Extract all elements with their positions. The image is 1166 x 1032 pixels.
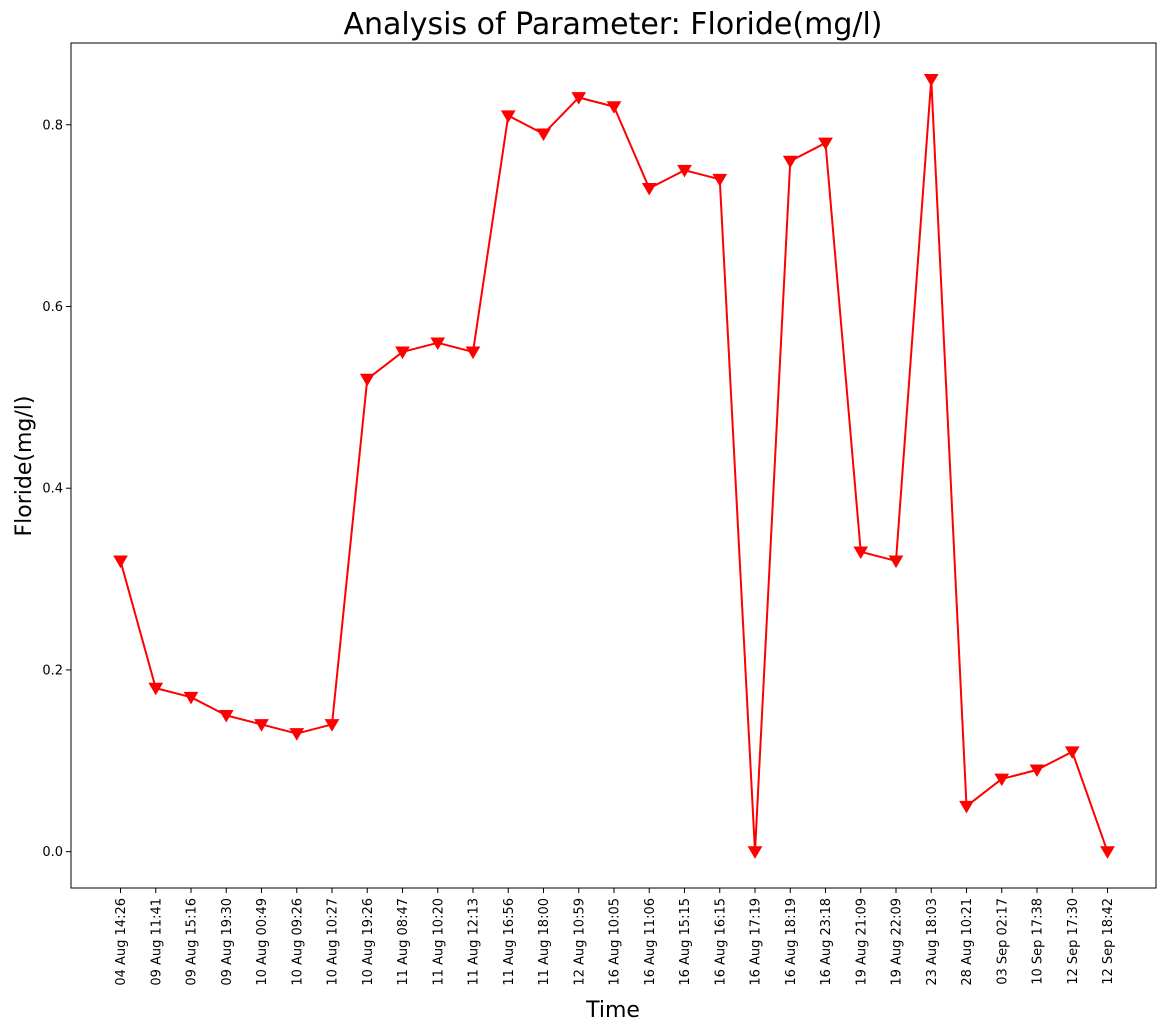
data-point-marker <box>923 73 939 87</box>
x-tick-label: 23 Aug 18:03 <box>925 898 940 986</box>
data-point-marker <box>606 101 622 114</box>
data-point-marker <box>148 682 164 696</box>
data-point-marker <box>324 719 340 732</box>
data-point-marker <box>677 164 692 178</box>
data-point-marker <box>254 719 269 732</box>
x-tick-label: 16 Aug 15:15 <box>678 898 693 986</box>
x-tick-label: 16 Aug 10:05 <box>608 898 623 986</box>
x-tick-label: 09 Aug 19:30 <box>220 898 235 986</box>
data-point-marker <box>818 137 833 151</box>
data-point-marker <box>853 546 869 559</box>
x-tick-label: 16 Aug 18:19 <box>784 898 799 986</box>
x-tick-label: 10 Sep 17:38 <box>1031 898 1046 985</box>
data-point-marker <box>430 337 446 350</box>
x-tick-label: 10 Aug 19:26 <box>361 898 376 986</box>
x-tick-label: 16 Aug 23:18 <box>819 898 834 986</box>
data-point-marker <box>571 92 587 105</box>
x-tick-label: 10 Aug 00:49 <box>255 898 270 986</box>
x-tick-label: 11 Aug 10:20 <box>431 898 446 986</box>
x-tick-label: 09 Aug 11:41 <box>149 898 164 986</box>
y-tick-label: 0.6 <box>42 300 63 315</box>
x-tick-label: 19 Aug 22:09 <box>890 898 905 986</box>
data-point-marker <box>183 691 199 705</box>
y-tick-label: 0.2 <box>42 663 63 678</box>
data-point-marker <box>959 800 974 814</box>
y-axis: 0.0 0.2 0.4 0.6 0.8 <box>42 118 71 860</box>
data-point-marker <box>500 110 516 123</box>
x-tick-label: 28 Aug 10:21 <box>960 898 975 986</box>
y-tick-label: 0.4 <box>42 482 63 497</box>
data-point-marker <box>218 709 234 723</box>
x-tick-label: 16 Aug 17:19 <box>749 898 764 986</box>
series-line <box>119 78 1109 853</box>
y-tick-label: 0.0 <box>42 845 63 860</box>
x-tick-label: 19 Aug 21:09 <box>854 898 869 986</box>
x-tick-label: 12 Sep 17:30 <box>1066 898 1081 985</box>
series <box>113 73 1115 859</box>
x-tick-label: 11 Aug 18:00 <box>537 898 552 986</box>
x-tick-label: 09 Aug 15:16 <box>185 898 200 986</box>
x-tick-label: 10 Aug 09:26 <box>290 898 305 986</box>
x-tick-label: 10 Aug 10:27 <box>326 898 341 986</box>
data-point-marker <box>465 346 481 360</box>
data-point-marker <box>888 555 904 569</box>
data-point-marker <box>536 128 551 142</box>
data-point-marker <box>641 183 657 196</box>
data-point-marker <box>1100 846 1115 859</box>
y-tick-label: 0.8 <box>42 118 63 133</box>
x-tick-label: 04 Aug 14:26 <box>114 898 129 986</box>
data-point-marker <box>1064 746 1080 759</box>
x-tick-label: 11 Aug 16:56 <box>502 898 517 986</box>
x-tick-label: 16 Aug 11:06 <box>643 898 658 986</box>
plot-area-frame <box>70 42 1157 889</box>
x-tick-label: 11 Aug 12:13 <box>467 898 482 986</box>
y-axis-label: Floride(mg/l) <box>12 396 37 537</box>
x-tick-label: 11 Aug 08:47 <box>396 898 411 986</box>
data-point-marker <box>712 173 728 187</box>
data-point-marker <box>747 846 763 859</box>
data-point-marker <box>289 728 305 741</box>
x-tick-label: 12 Aug 10:59 <box>572 898 587 986</box>
data-point-marker <box>1029 764 1045 778</box>
data-point-marker <box>782 155 798 169</box>
chart-title: Analysis of Parameter: Floride(mg/l) <box>343 7 882 42</box>
x-axis-label: Time <box>585 998 640 1023</box>
x-axis: 04 Aug 14:26 09 Aug 11:41 09 Aug 15:16 09 A… <box>114 888 1116 986</box>
data-point-marker <box>113 555 128 569</box>
data-point-marker <box>395 346 410 360</box>
x-tick-label: 03 Sep 02:17 <box>995 898 1010 985</box>
data-point-marker <box>994 773 1010 787</box>
data-point-marker <box>359 373 375 387</box>
x-tick-label: 12 Sep 18:42 <box>1101 898 1116 985</box>
x-tick-label: 16 Aug 16:15 <box>713 898 728 986</box>
